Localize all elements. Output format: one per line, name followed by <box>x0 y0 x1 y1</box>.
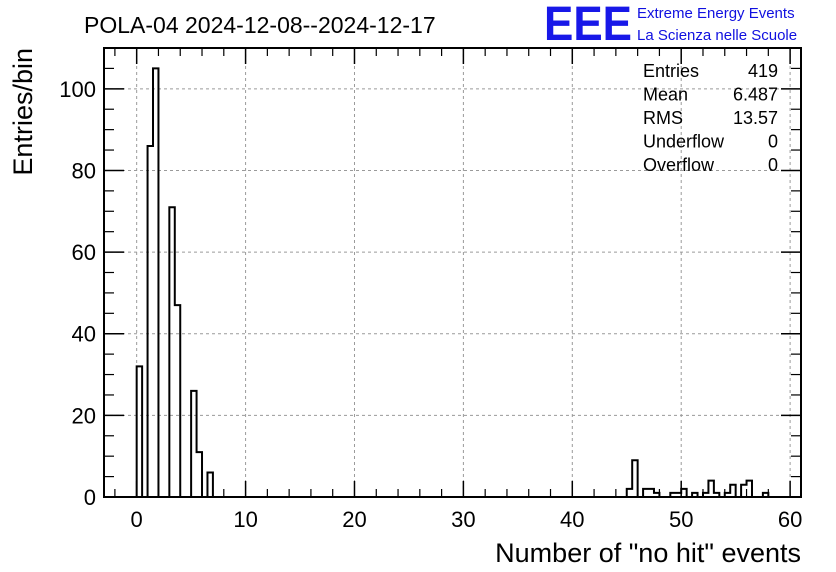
x-tick-label: 60 <box>778 507 802 532</box>
logo-line-1: Extreme Energy Events <box>637 5 795 22</box>
eee-logo-letters: EEE <box>544 0 632 51</box>
histogram-bin <box>741 485 746 497</box>
x-tick-label: 50 <box>669 507 693 532</box>
x-tick-label: 20 <box>342 507 366 532</box>
stat-value: 419 <box>748 61 778 81</box>
histogram-bin <box>207 473 212 497</box>
histogram-bin <box>632 460 637 497</box>
histogram-bin <box>708 481 713 497</box>
y-tick-label: 20 <box>72 403 96 428</box>
stat-label: RMS <box>643 108 683 128</box>
stat-label: Overflow <box>643 155 715 175</box>
eee-logo: EEE Extreme Energy Events La Scienza nel… <box>544 0 797 51</box>
histogram-bin <box>627 489 632 497</box>
x-tick-label: 10 <box>233 507 257 532</box>
x-tick-label: 0 <box>131 507 143 532</box>
tick-labels: 0 10 20 30 40 50 60 0 20 40 60 80 100 <box>59 77 802 532</box>
axis-ticks <box>104 48 801 498</box>
stat-label: Underflow <box>643 132 725 152</box>
histogram-bin <box>137 366 142 497</box>
histogram-bin <box>148 146 153 497</box>
chart-title: POLA-04 2024-12-08--2024-12-17 <box>84 12 436 38</box>
stats-box: Entries 419 Mean 6.487 RMS 13.57 Underflow 0 Ove… <box>643 61 778 175</box>
histogram-bin <box>153 68 158 497</box>
y-tick-label: 0 <box>84 485 96 510</box>
y-tick-label: 80 <box>72 158 96 183</box>
histogram-bin <box>169 207 174 497</box>
stat-value: 0 <box>768 155 778 175</box>
stat-label: Mean <box>643 85 688 105</box>
histogram-bin <box>747 481 752 497</box>
x-tick-label: 40 <box>560 507 584 532</box>
histogram-bin <box>730 485 735 497</box>
histogram-bin <box>175 305 180 497</box>
histogram-bin <box>191 391 196 497</box>
x-axis-title: Number of "no hit" events <box>495 538 801 568</box>
plot-frame <box>103 47 802 498</box>
stat-label: Entries <box>643 61 699 81</box>
logo-line-2: La Scienza nelle Scuole <box>637 27 797 44</box>
histogram-bin <box>681 489 686 497</box>
y-tick-label: 60 <box>72 240 96 265</box>
y-axis-title: Entries/bin <box>8 48 38 176</box>
stat-value: 13.57 <box>733 108 778 128</box>
x-tick-label: 30 <box>451 507 475 532</box>
y-tick-label: 100 <box>59 77 96 102</box>
histogram-outline <box>135 67 770 497</box>
histogram-bin <box>649 489 654 497</box>
grid <box>104 48 801 498</box>
histogram-bin <box>643 489 648 497</box>
histogram-bin <box>197 452 202 497</box>
stat-value: 6.487 <box>733 85 778 105</box>
stat-value: 0 <box>768 132 778 152</box>
y-tick-label: 40 <box>72 322 96 347</box>
